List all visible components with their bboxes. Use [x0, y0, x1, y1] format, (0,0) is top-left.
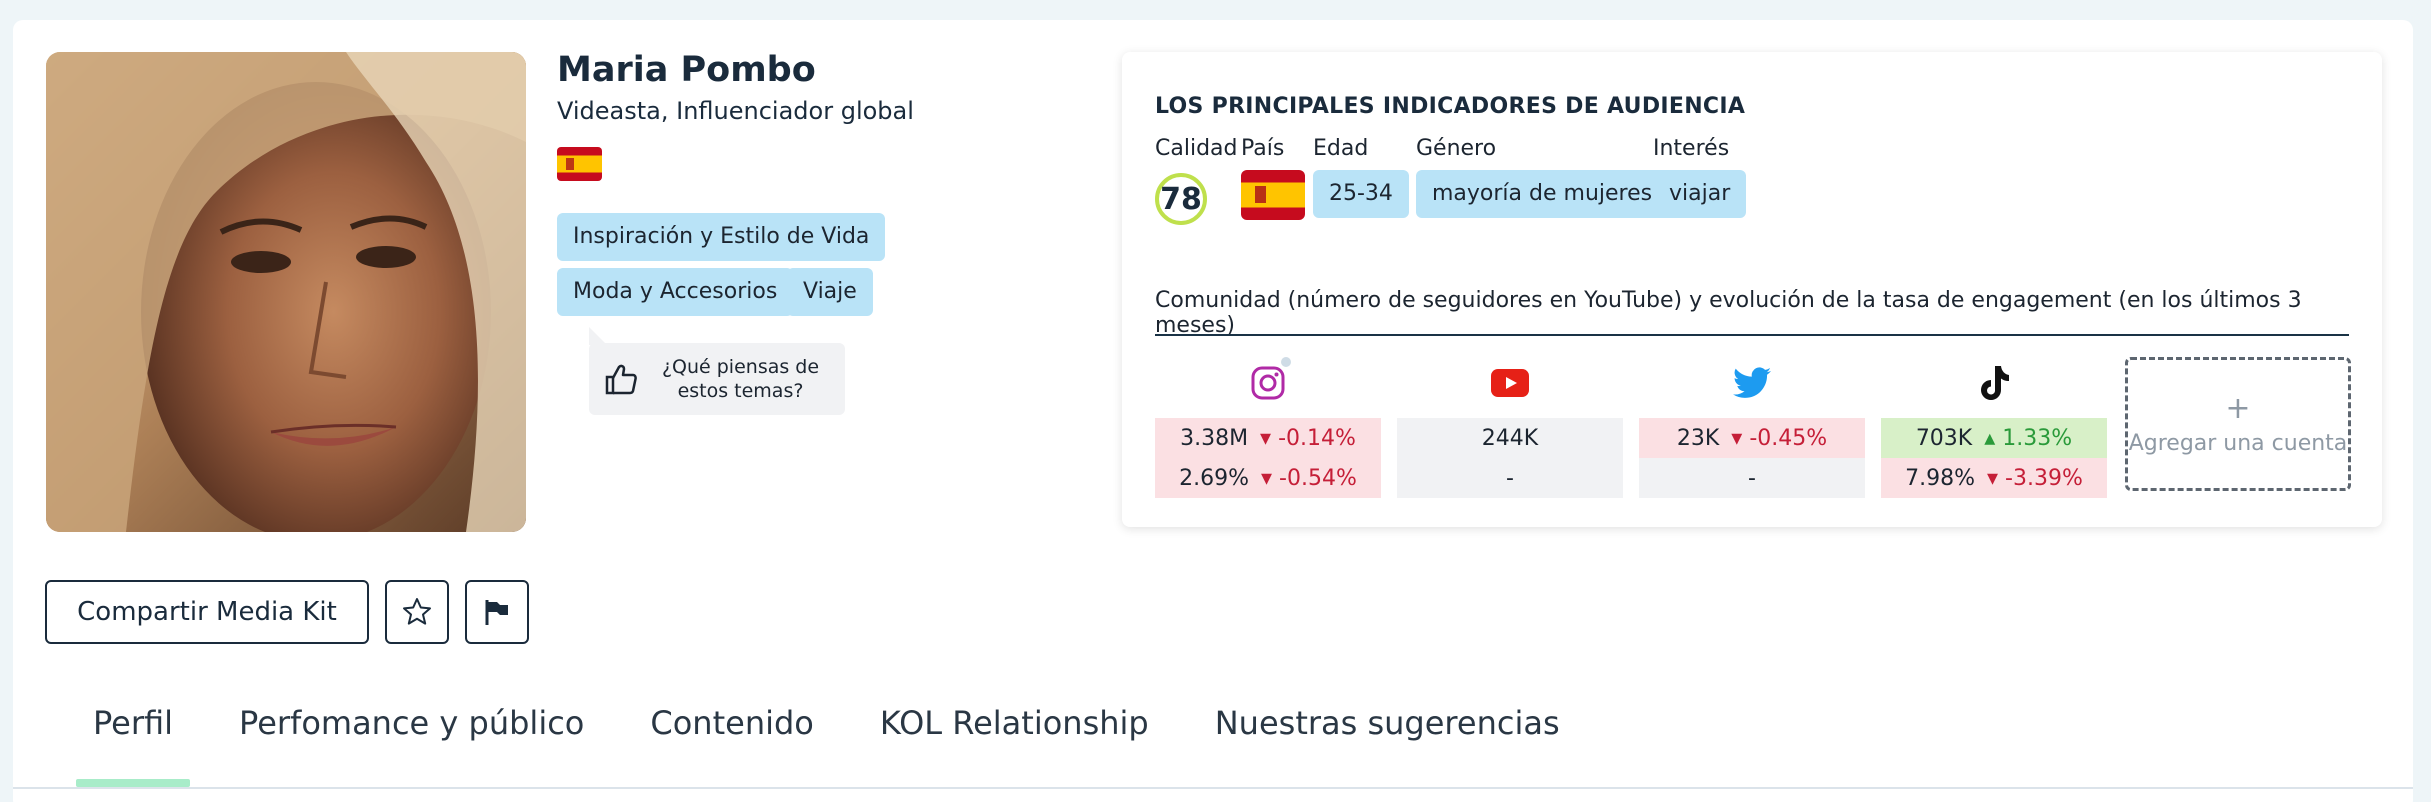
- tabs-divider: [13, 787, 2413, 789]
- audience-panel: LOS PRINCIPALES INDICADORES DE AUDIENCIA…: [1122, 52, 2382, 527]
- feedback-text: ¿Qué piensas de estos temas?: [661, 356, 820, 402]
- instagram-icon: [1251, 366, 1285, 400]
- followers-stat: 3.38M ▾ -0.14%: [1155, 418, 1381, 458]
- engagement-stat: 2.69% ▾ -0.54%: [1155, 458, 1381, 498]
- quality-label: Calidad: [1155, 136, 1238, 161]
- youtube-icon: [1491, 369, 1529, 397]
- quality-score: 78: [1155, 173, 1207, 225]
- community-divider: [1155, 334, 2349, 336]
- country-label: País: [1241, 136, 1285, 161]
- topic-tag: Moda y Accesorios: [557, 268, 794, 316]
- notification-dot: [1281, 357, 1291, 367]
- engagement-stat: 7.98% ▾ -3.39%: [1881, 458, 2107, 498]
- plus-icon: +: [2225, 391, 2251, 426]
- influencer-subtitle: Videasta, Influenciador global: [557, 97, 914, 125]
- share-media-kit-button[interactable]: Compartir Media Kit: [45, 580, 369, 644]
- age-label: Edad: [1313, 136, 1369, 161]
- tab-perfil[interactable]: Perfil: [76, 704, 191, 787]
- twitter-stats: 23K ▾ -0.45% -: [1639, 357, 1865, 498]
- report-button[interactable]: [465, 580, 529, 644]
- tab-sugerencias[interactable]: Nuestras sugerencias: [1214, 704, 1560, 742]
- tab-kol-relationship[interactable]: KOL Relationship: [879, 704, 1149, 742]
- tiktok-stats: 703K ▴ 1.33% 7.98% ▾ -3.39%: [1881, 357, 2107, 498]
- topic-tag: Viaje: [787, 268, 873, 316]
- interest-tag: viajar: [1653, 170, 1747, 218]
- tab-performance[interactable]: Perfomance y público: [239, 704, 585, 742]
- engagement-stat: -: [1639, 458, 1865, 498]
- star-icon: [403, 598, 431, 625]
- flag-icon: [485, 600, 508, 625]
- influencer-name: Maria Pombo: [557, 50, 816, 90]
- community-title: Comunidad (número de seguidores en YouTu…: [1155, 288, 2302, 338]
- favorite-button[interactable]: [385, 580, 449, 644]
- youtube-stats: 244K -: [1397, 357, 1623, 498]
- profile-photo: [46, 52, 526, 532]
- spain-flag-icon: [557, 147, 602, 181]
- thumbs-up-icon: [605, 364, 637, 395]
- tab-contenido[interactable]: Contenido: [650, 704, 814, 742]
- followers-stat: 244K: [1397, 418, 1623, 458]
- twitter-icon: [1733, 367, 1771, 398]
- tiktok-icon: [1981, 366, 2009, 400]
- spain-flag-icon: [1241, 170, 1305, 220]
- add-account-label: Agregar una cuenta: [2128, 431, 2348, 456]
- engagement-stat: -: [1397, 458, 1623, 498]
- interest-label: Interés: [1653, 136, 1730, 161]
- audience-title: LOS PRINCIPALES INDICADORES DE AUDIENCIA: [1155, 94, 1746, 119]
- profile-tabs: Perfil Perfomance y público Contenido KO…: [76, 704, 1609, 787]
- instagram-stats: 3.38M ▾ -0.14% 2.69% ▾ -0.54%: [1155, 357, 1381, 498]
- gender-tag: mayoría de mujeres: [1416, 170, 1669, 218]
- add-account-button[interactable]: + Agregar una cuenta: [2125, 357, 2351, 491]
- topics-feedback-button[interactable]: ¿Qué piensas de estos temas?: [589, 327, 845, 415]
- followers-stat: 703K ▴ 1.33%: [1881, 418, 2107, 458]
- topic-tag: Inspiración y Estilo de Vida: [557, 213, 886, 261]
- age-tag: 25-34: [1313, 170, 1409, 218]
- gender-label: Género: [1416, 136, 1497, 161]
- followers-stat: 23K ▾ -0.45%: [1639, 418, 1865, 458]
